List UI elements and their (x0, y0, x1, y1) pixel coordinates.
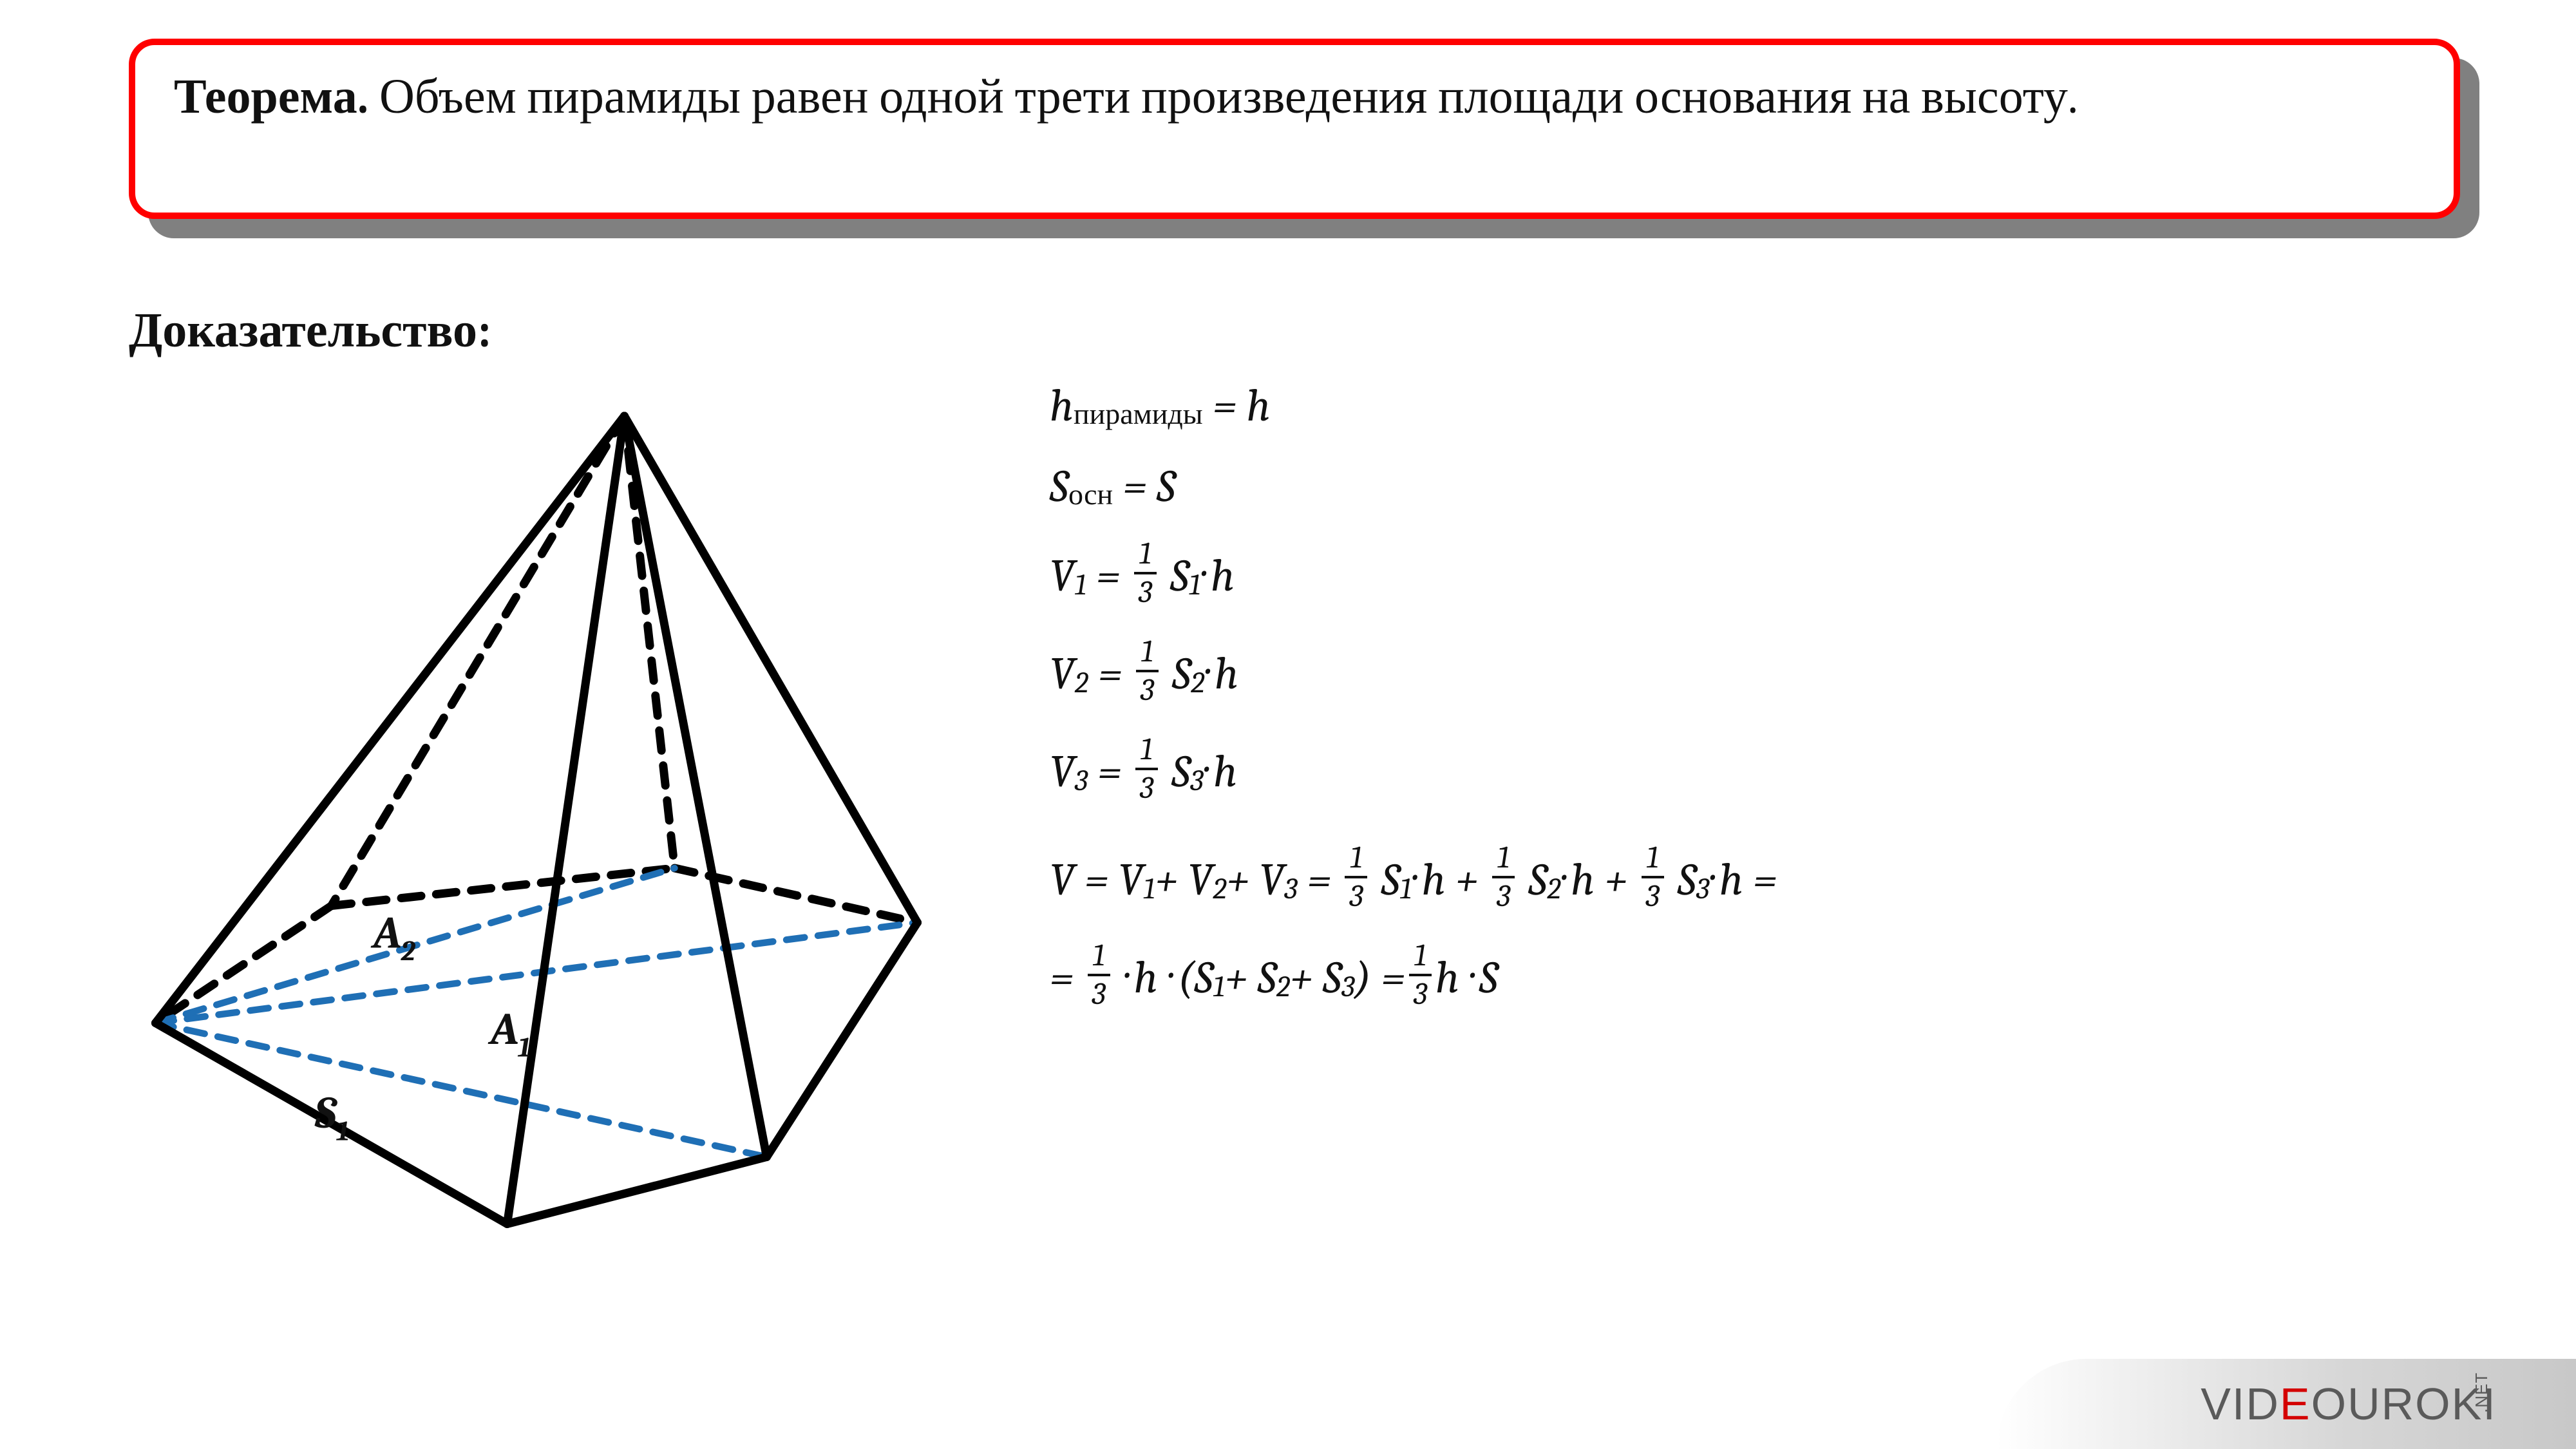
eq-v2: V2 = 13 S2 · h (1050, 639, 1777, 708)
watermark-red: E (2280, 1379, 2311, 1429)
theorem-text: Теорема. Объем пирамиды равен одной трет… (174, 64, 2415, 131)
watermark-net: .NET (2472, 1372, 2492, 1413)
eq-h: hпирамиды = h (1050, 380, 1777, 432)
equations-block: hпирамиды = h Sосн = S V1 = 13 S1 · h V2… (1050, 380, 1777, 1041)
watermark: VIDEOUROKI.NET (2201, 1378, 2537, 1430)
proof-heading: Доказательство: (129, 303, 491, 359)
eq-s: Sосн = S (1050, 460, 1777, 513)
theorem-box: Теорема. Объем пирамиды равен одной трет… (129, 39, 2460, 219)
watermark-post: OUROKI (2311, 1379, 2497, 1429)
eq-sum1: V = V1 + V2 + V3 = 13 S1 · h + 13 S2 · h… (1050, 845, 1777, 914)
theorem-body: Объем пирамиды равен одной трети произве… (379, 69, 2078, 125)
eq-v1: V1 = 13 S1 · h (1050, 541, 1777, 611)
pyramid-diagram: A1 A2 S1 (109, 374, 947, 1262)
svg-text:A1: A1 (488, 1003, 531, 1064)
eq-sum2: = 13 · h · (S1 + S2 + S3 ) = 13 h · S (1050, 943, 1777, 1012)
svg-text:A2: A2 (371, 907, 416, 968)
svg-text:S1: S1 (314, 1087, 349, 1148)
watermark-pre: VID (2201, 1379, 2280, 1429)
theorem-label: Теорема. (174, 69, 368, 125)
eq-v3: V3 = 13 S3 · h (1050, 737, 1777, 806)
